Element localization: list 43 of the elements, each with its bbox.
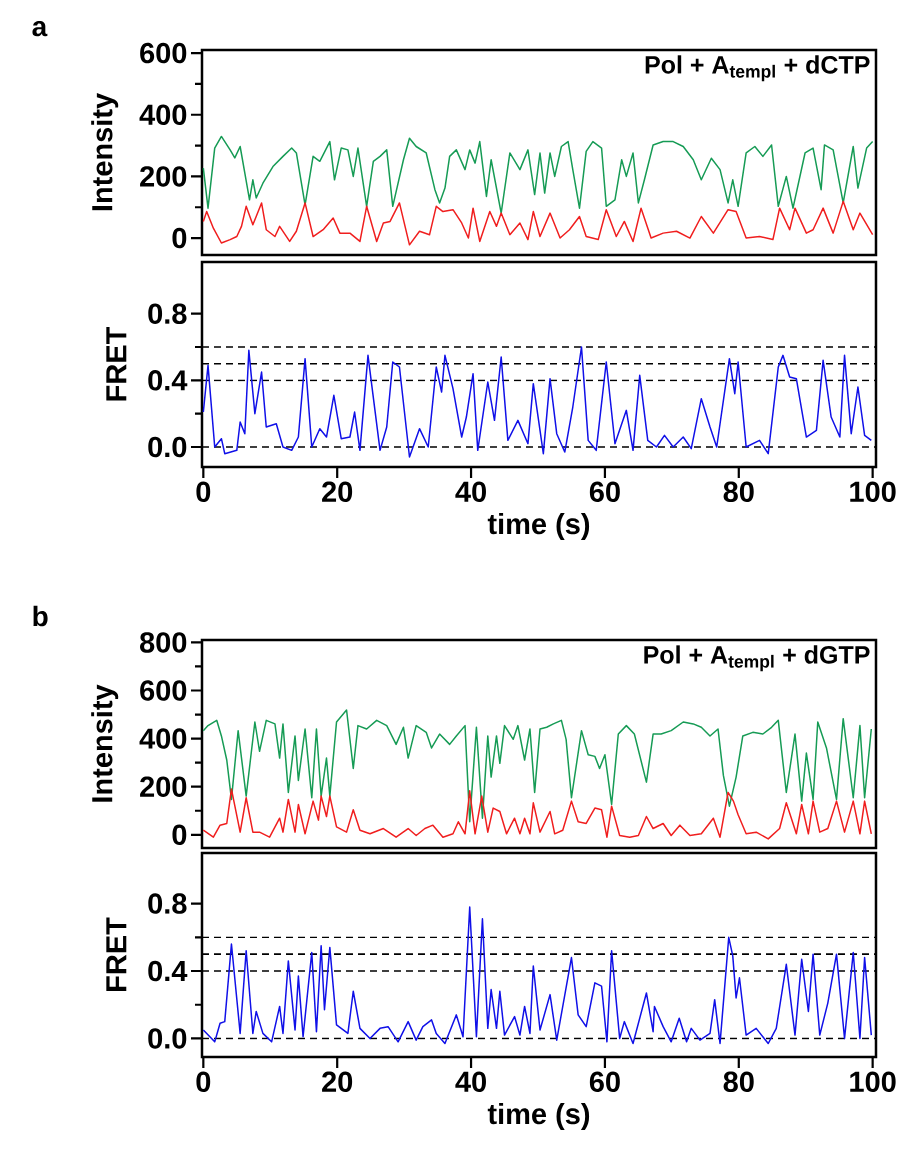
y-tick-label: 0.0 [148,1028,187,1049]
x-tick-label: 0 [196,1071,211,1093]
x-tick-label: 20 [322,481,353,503]
y-axis-title: FRET [106,917,127,991]
line-series [202,906,873,1045]
y-tick-label: 200 [140,166,187,187]
x-tick-label: 40 [455,1071,486,1093]
x-tick-label: 40 [455,481,486,503]
y-tick-label: 200 [140,776,187,797]
y-tick-label: 800 [140,632,187,653]
annotation: Pol + A$_{templ}$ + dCTP [645,55,870,82]
y-tick-label: 400 [139,728,187,749]
x-tick-label: 20 [322,1071,353,1093]
x-tick-label: 60 [589,1071,620,1093]
x-tick-label: 80 [723,1071,754,1093]
annotation: Pol + A$_{templ}$ + dGTP [644,645,870,672]
y-tick-label: 0.8 [148,303,187,324]
x-tick-label: 80 [723,481,754,503]
chart-title: b [33,605,48,627]
line-series [202,346,873,458]
line-series [202,709,873,823]
y-tick-label: 400 [139,104,187,126]
y-axis-title: Intensity [91,684,119,802]
y-tick-label: 0 [172,227,187,249]
x-tick-label: 100 [850,1071,896,1093]
y-tick-label: 600 [140,42,187,64]
y-tick-label: 0.4 [148,370,188,391]
x-tick-label: 100 [850,481,896,503]
y-tick-label: 0.8 [148,893,187,914]
y-tick-label: 0.0 [148,436,187,458]
x-axis-title: time (s) [487,512,590,540]
x-axis-title: time (s) [487,1102,590,1130]
y-tick-label: 0 [172,824,187,846]
y-axis-title: Intensity [91,93,119,211]
x-tick-label: 60 [589,481,620,503]
line-series [202,135,874,214]
y-tick-label: 600 [140,680,187,701]
line-series [202,788,873,840]
x-tick-label: 0 [196,481,211,503]
line-series [202,200,874,246]
y-axis-title: FRET [106,326,127,401]
chart-title: a [32,21,48,37]
y-tick-label: 0.4 [148,960,188,982]
